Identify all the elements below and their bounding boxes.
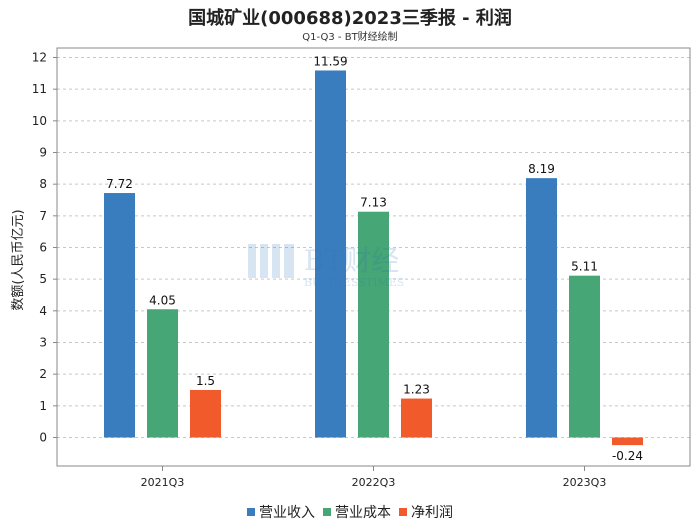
y-tick-label: 11 [32, 82, 47, 96]
data-label: 1.5 [196, 374, 215, 388]
x-tick-label: 2021Q3 [141, 476, 185, 489]
legend-label: 营业成本 [335, 505, 391, 521]
data-label: 7.13 [360, 196, 387, 210]
bar [569, 275, 600, 438]
bar [358, 211, 389, 438]
bar [315, 70, 346, 438]
bar [147, 309, 178, 438]
bar [526, 178, 557, 438]
data-label: 7.72 [106, 177, 133, 191]
data-labels: 7.72 4.05 1.5 11.59 7.13 1.23 8.19 5.11 -0.24 [106, 54, 643, 463]
y-tick-label: 12 [32, 51, 47, 65]
y-tick-label: 6 [39, 241, 47, 255]
bar [612, 437, 643, 446]
legend-swatch [323, 508, 331, 516]
legend: 营业收入 营业成本 净利润 [0, 502, 700, 522]
legend-item: 营业成本 [323, 502, 391, 522]
y-tick-label: 9 [39, 146, 47, 160]
bar [190, 390, 221, 438]
y-axis-label: 数额(人民币亿元) [11, 209, 26, 310]
y-tick-label: 2 [39, 367, 47, 381]
y-tick-label: 1 [39, 399, 47, 413]
x-tick-label: 2022Q3 [352, 476, 396, 489]
y-tick-label: 5 [39, 272, 47, 286]
y-tick-label: 7 [39, 209, 47, 223]
bars [104, 70, 643, 446]
y-tick-label: 3 [39, 336, 47, 350]
data-label: 8.19 [528, 162, 555, 176]
y-tick-label: 0 [39, 431, 47, 445]
data-label: 11.59 [313, 54, 347, 68]
bar [104, 193, 135, 438]
data-label: -0.24 [612, 449, 643, 463]
x-tick-label: 2023Q3 [563, 476, 607, 489]
legend-swatch [247, 508, 255, 516]
legend-label: 营业收入 [259, 505, 315, 521]
chart-title: 国城矿业(000688)2023三季报 - 利润 [188, 8, 512, 29]
data-label: 1.23 [403, 383, 430, 397]
y-tick-label: 10 [32, 114, 47, 128]
data-label: 5.11 [571, 260, 598, 274]
y-tick-label: 4 [39, 304, 47, 318]
legend-label: 净利润 [411, 505, 453, 521]
legend-item: 营业收入 [247, 502, 315, 522]
chart-subtitle: Q1-Q3 - BT财经绘制 [302, 32, 398, 43]
legend-item: 净利润 [399, 502, 453, 522]
legend-swatch [399, 508, 407, 516]
data-label: 4.05 [149, 293, 176, 307]
bar [401, 398, 432, 438]
y-tick-label: 8 [39, 177, 47, 191]
